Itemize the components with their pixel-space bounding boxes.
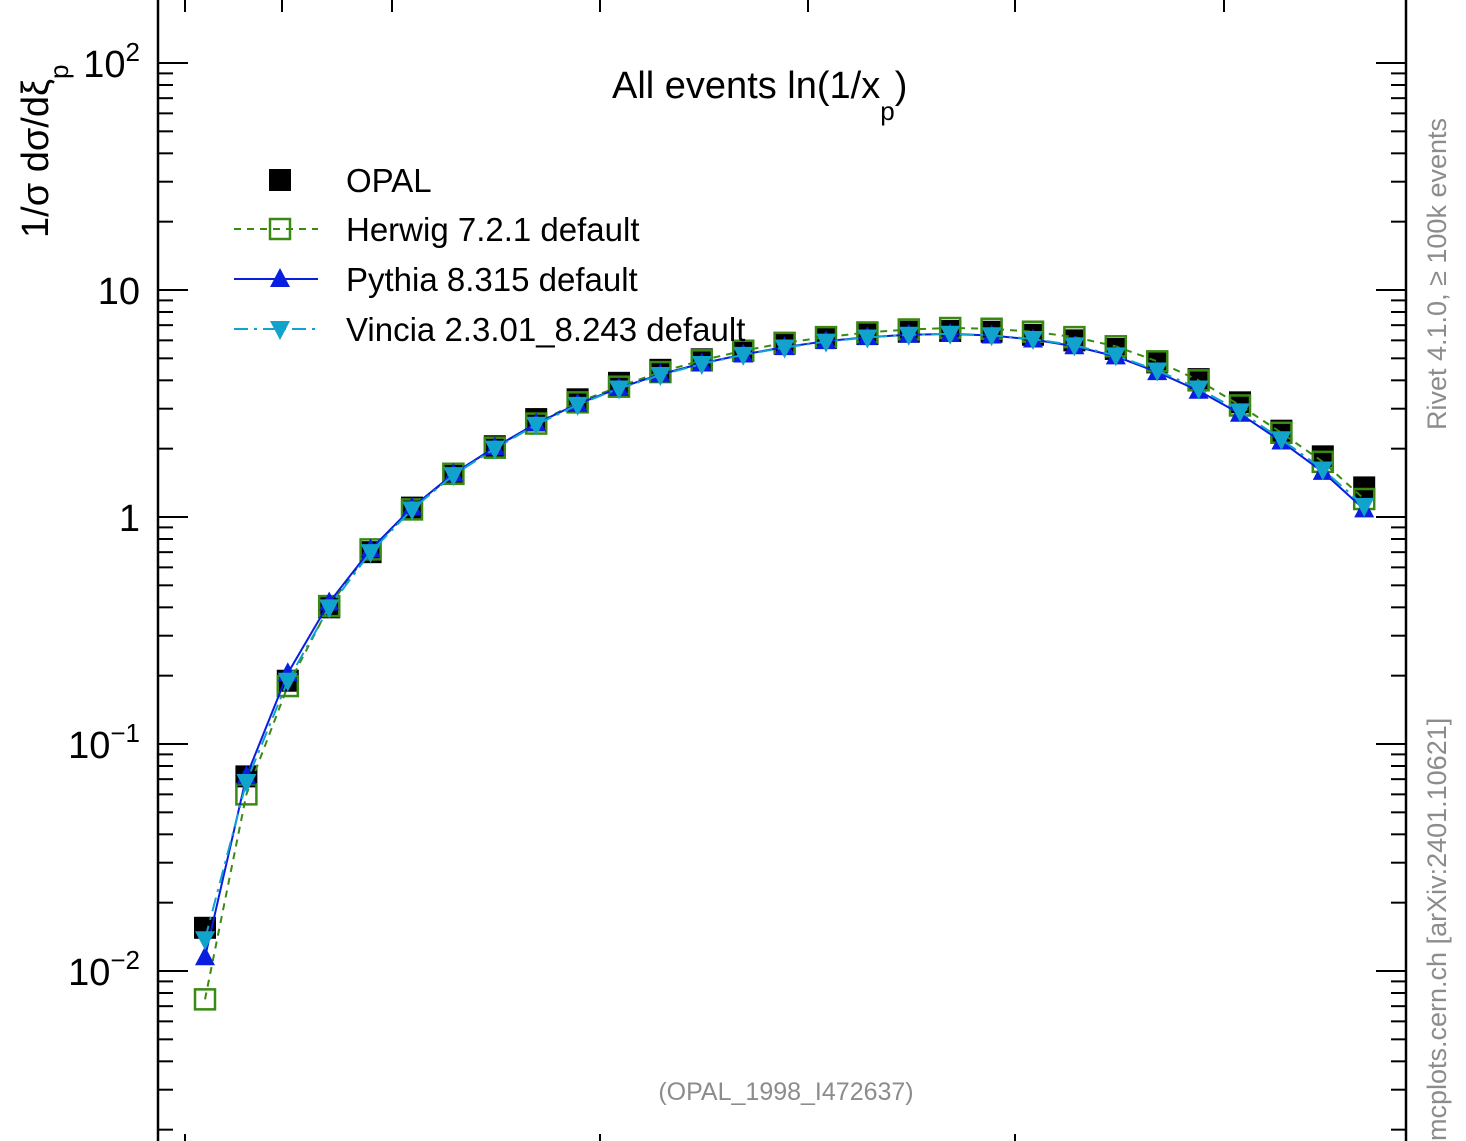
legend-label: Herwig 7.2.1 default <box>346 211 640 248</box>
legend-entry: Vincia 2.3.01_8.243 default <box>234 311 745 348</box>
data-point <box>526 416 547 436</box>
data-point <box>195 931 215 951</box>
data-point <box>443 467 464 487</box>
y-tick-label: 1 <box>119 498 140 540</box>
legend-entry: OPAL <box>269 162 432 199</box>
legend-marker <box>270 268 290 287</box>
data-point <box>981 327 1002 347</box>
y-tick-label: 10−1 <box>68 718 140 767</box>
data-point <box>1147 362 1168 382</box>
plot-title: All events ln(1/xp) <box>612 65 907 126</box>
series-1 <box>193 316 1376 1011</box>
rivet-label: Rivet 4.1.0, ≥ 100k events <box>1422 118 1452 430</box>
legend: OPAL Herwig 7.2.1 default Pythia 8.315 def… <box>234 162 745 348</box>
mcplots-label: mcplots.cern.ch [arXiv:2401.10621] <box>1422 718 1452 1141</box>
analysis-id: (OPAL_1998_I472637) <box>658 1078 913 1106</box>
y-major-ticks <box>158 62 1406 972</box>
legend-label: OPAL <box>346 162 432 199</box>
data-point <box>1312 461 1333 481</box>
series-0 <box>194 319 1376 939</box>
x-ticks <box>184 0 1225 1141</box>
data-point <box>236 774 257 794</box>
data-point <box>567 396 588 416</box>
y-tick-label: 10 <box>98 271 140 313</box>
y-axis-label: 1/σ dσ/dξp <box>15 65 74 238</box>
y-minor-ticks <box>158 72 1406 1131</box>
series-layer <box>193 316 1376 1011</box>
data-point <box>733 346 754 366</box>
data-point <box>691 356 712 376</box>
data-point <box>319 599 340 619</box>
title-subscript: p <box>880 96 894 126</box>
data-point <box>898 326 919 346</box>
series-line <box>204 332 1365 940</box>
legend-entry: Herwig 7.2.1 default <box>234 211 640 248</box>
data-point <box>609 380 629 400</box>
legend-marker <box>269 169 291 191</box>
y-tick-label: 102 <box>83 37 140 86</box>
y-axis-label-subscript: p <box>44 65 74 79</box>
data-point <box>1353 476 1376 499</box>
data-point <box>360 544 381 564</box>
data-point <box>1023 331 1043 351</box>
plot-frame <box>156 0 1408 1141</box>
series-line <box>204 332 1365 958</box>
series-3 <box>195 325 1375 951</box>
data-point <box>1188 380 1209 400</box>
legend-label: Pythia 8.315 default <box>346 261 638 298</box>
data-point <box>940 325 961 345</box>
data-point <box>402 501 422 521</box>
data-point <box>816 333 836 353</box>
legend-label: Vincia 2.3.01_8.243 default <box>346 311 745 348</box>
data-point <box>774 339 795 359</box>
title-close: ) <box>895 65 908 107</box>
legend-marker <box>270 321 290 340</box>
data-point <box>857 329 878 349</box>
legend-marker <box>268 217 292 241</box>
legend-entry: Pythia 8.315 default <box>234 261 638 298</box>
data-point <box>1271 431 1292 451</box>
data-point <box>1230 403 1250 423</box>
data-point <box>1064 337 1085 357</box>
data-point <box>650 367 671 387</box>
data-point <box>193 988 217 1011</box>
data-point <box>1105 347 1126 367</box>
series-line <box>204 327 1365 1000</box>
data-point <box>277 672 298 692</box>
data-point <box>195 946 215 966</box>
y-tick-labels: 102 10 1 10−1 10−2 <box>68 37 140 994</box>
data-point <box>1354 497 1375 517</box>
series-2 <box>195 322 1375 966</box>
data-point <box>484 440 505 460</box>
y-tick-label: 10−2 <box>68 945 140 994</box>
